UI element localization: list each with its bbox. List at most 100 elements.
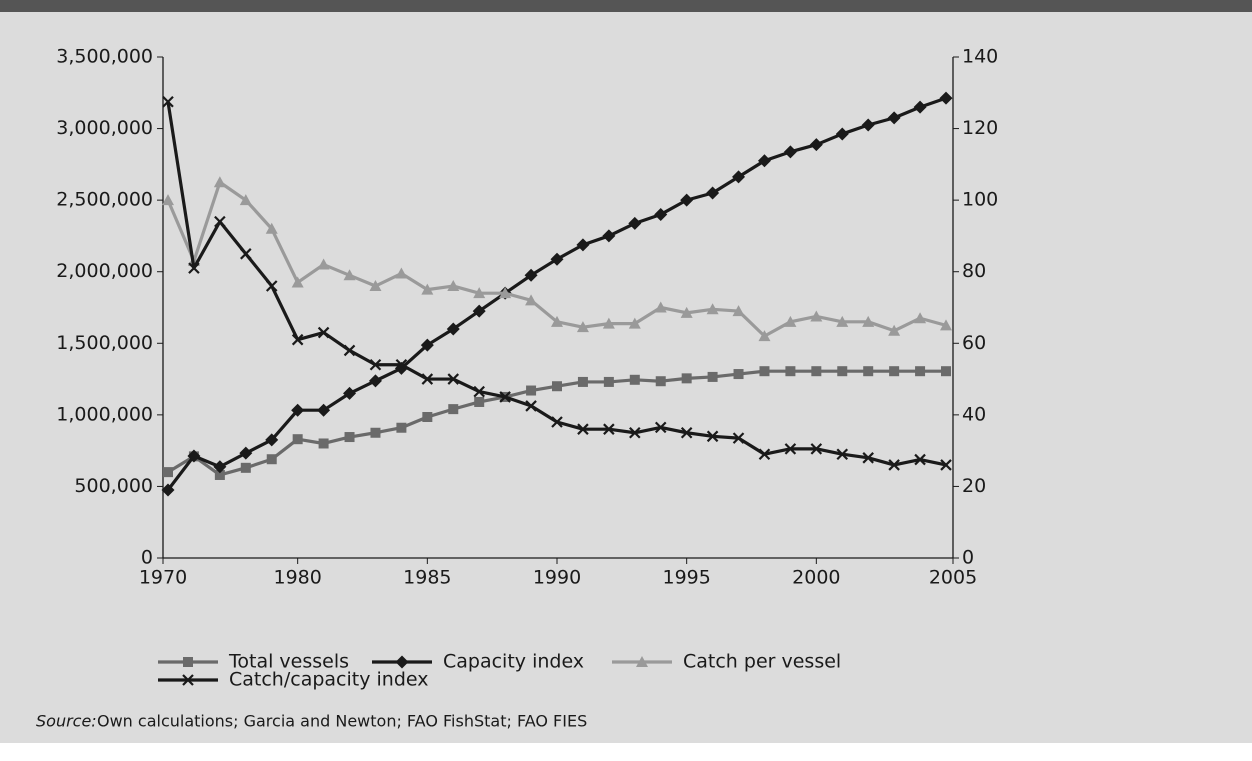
y2-tick-label: 40 — [962, 403, 986, 425]
marker — [655, 376, 666, 387]
legend-label: Total vessels — [228, 651, 349, 673]
marker — [213, 176, 226, 188]
marker — [835, 127, 849, 141]
marker — [343, 386, 357, 400]
x-tick-label: 1985 — [403, 567, 451, 589]
marker — [629, 426, 641, 439]
y2-tick-label: 140 — [962, 46, 998, 68]
marker — [888, 324, 901, 336]
marker — [370, 427, 381, 438]
marker — [914, 453, 926, 466]
marker — [862, 315, 875, 327]
marker — [629, 374, 640, 385]
marker — [681, 373, 692, 384]
y2-tick-label: 60 — [962, 332, 986, 354]
marker — [182, 674, 194, 686]
background — [0, 0, 1252, 743]
marker — [759, 366, 770, 377]
marker — [447, 373, 460, 385]
marker — [421, 373, 434, 385]
marker — [265, 433, 279, 447]
marker — [187, 449, 201, 463]
marker — [473, 287, 486, 299]
marker — [163, 467, 173, 478]
legend-label: Capacity index — [443, 651, 584, 673]
marker — [602, 317, 615, 329]
marker — [161, 483, 175, 497]
marker — [422, 412, 433, 423]
marker — [576, 238, 590, 252]
marker — [863, 366, 874, 377]
marker — [680, 306, 693, 318]
marker — [811, 366, 822, 377]
y2-tick-label: 80 — [962, 260, 986, 282]
marker — [240, 462, 251, 473]
marker — [654, 207, 668, 221]
marker — [291, 333, 304, 346]
marker — [395, 358, 408, 371]
marker — [706, 430, 719, 443]
marker — [499, 391, 511, 403]
marker — [628, 216, 642, 230]
y-tick-label: 1,000,000 — [56, 403, 153, 425]
marker — [862, 452, 874, 464]
marker — [525, 400, 537, 412]
marker — [474, 396, 485, 407]
x-tick-label: 1995 — [662, 567, 710, 589]
marker — [291, 276, 304, 288]
marker — [939, 91, 953, 105]
marker — [265, 222, 278, 234]
marker — [551, 416, 563, 428]
marker — [524, 268, 538, 282]
note: Own calculations; Garcia and Newton; FAO… — [97, 712, 587, 731]
marker — [732, 432, 745, 444]
header-band — [0, 0, 1252, 12]
marker — [654, 301, 667, 313]
y2-tick-label: 0 — [962, 547, 974, 569]
marker — [915, 366, 926, 377]
marker — [183, 657, 193, 667]
marker — [836, 448, 849, 460]
marker — [940, 459, 952, 471]
marker — [809, 138, 823, 152]
marker — [395, 655, 409, 669]
y2-tick-label: 120 — [962, 117, 998, 139]
marker — [577, 376, 588, 387]
y2-tick-label: 100 — [962, 189, 998, 211]
marker — [576, 321, 589, 333]
y-tick-label: 2,000,000 — [56, 260, 153, 282]
series — [163, 366, 951, 480]
series — [162, 176, 952, 342]
marker — [680, 426, 693, 439]
y-tick-label: 500,000 — [74, 475, 153, 497]
marker — [784, 443, 797, 455]
marker — [448, 404, 459, 415]
marker — [914, 312, 927, 324]
marker — [603, 376, 614, 387]
marker — [317, 258, 330, 270]
marker — [318, 438, 329, 449]
marker — [343, 269, 356, 281]
y-tick-label: 0 — [141, 547, 153, 569]
marker — [499, 287, 512, 299]
x-tick-label: 2005 — [929, 567, 977, 589]
marker — [343, 344, 356, 357]
marker — [526, 385, 537, 396]
marker — [447, 280, 460, 292]
y2-tick-label: 20 — [962, 475, 986, 497]
x-tick-label: 1970 — [139, 567, 187, 589]
marker — [837, 366, 848, 377]
marker — [732, 305, 745, 317]
marker — [473, 385, 485, 398]
marker — [214, 469, 225, 480]
marker — [344, 432, 355, 443]
x-tick-label: 1990 — [533, 567, 581, 589]
x-tick-label: 1980 — [273, 567, 321, 589]
marker — [732, 170, 746, 184]
marker — [706, 186, 720, 200]
marker — [940, 319, 952, 331]
marker — [551, 315, 563, 327]
marker — [240, 248, 252, 260]
legend-label: Catch/capacity index — [229, 669, 428, 691]
marker — [369, 280, 382, 292]
